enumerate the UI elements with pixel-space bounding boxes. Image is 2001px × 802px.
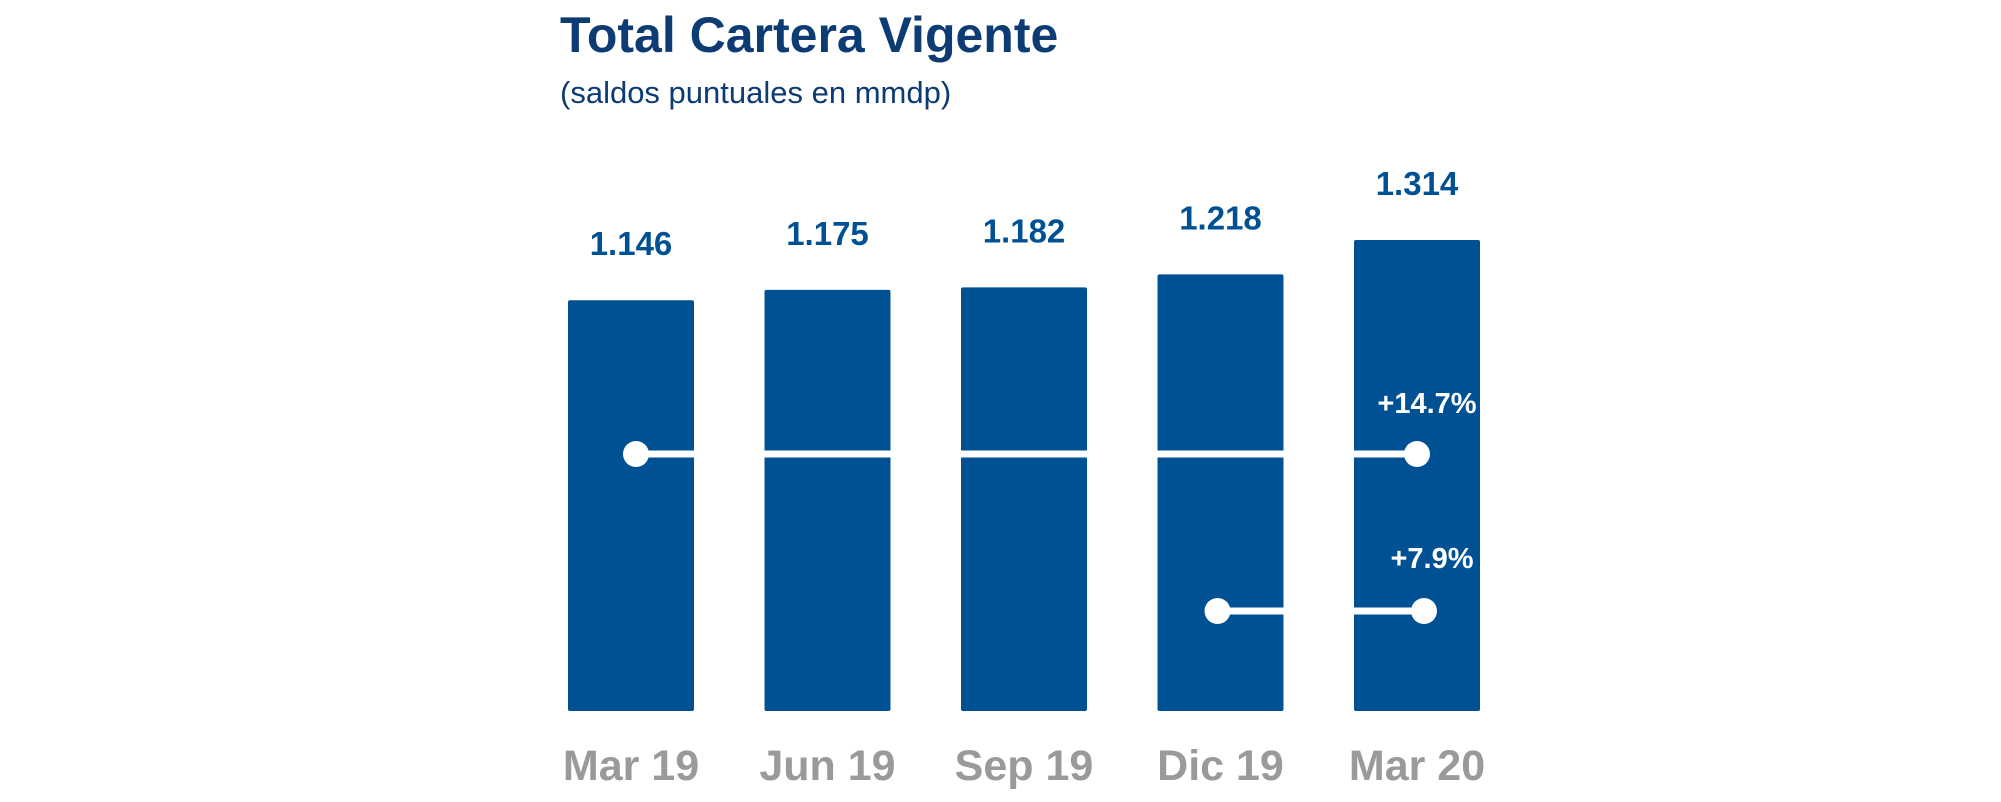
growth-dot-start-1: [1204, 598, 1231, 624]
bar-0: [568, 300, 694, 711]
growth-dot-start-0: [623, 441, 649, 467]
value-label-0: 1.146: [590, 225, 673, 262]
bar-2: [961, 287, 1087, 711]
tick-label-1: Jun 19: [759, 742, 895, 790]
growth-annotations: +14.7% +7.9%: [623, 388, 1477, 624]
chart-title: Total Cartera Vigente: [560, 7, 1058, 63]
tick-label-4: Mar 20: [1349, 742, 1485, 790]
bars-group: 1.146 Mar 19 1.175 Jun 19 1.182 Sep 19 1.218 Di…: [563, 165, 1485, 790]
value-label-3: 1.218: [1179, 199, 1262, 236]
value-label-1: 1.175: [786, 215, 869, 252]
growth-label-1: +7.9%: [1390, 543, 1473, 575]
value-label-4: 1.314: [1376, 165, 1459, 202]
growth-dot-end-0: [1404, 441, 1430, 467]
tick-label-2: Sep 19: [955, 742, 1094, 790]
bar-4: [1354, 240, 1480, 711]
growth-dot-end-1: [1411, 598, 1437, 624]
growth-label-0: +14.7%: [1377, 388, 1476, 420]
chart-subtitle: (saldos puntuales en mmdp): [560, 75, 951, 110]
bar-1: [764, 289, 891, 711]
bar-3: [1157, 274, 1284, 711]
value-label-2: 1.182: [983, 212, 1066, 249]
tick-label-0: Mar 19: [563, 742, 699, 790]
tick-label-3: Dic 19: [1157, 742, 1284, 790]
